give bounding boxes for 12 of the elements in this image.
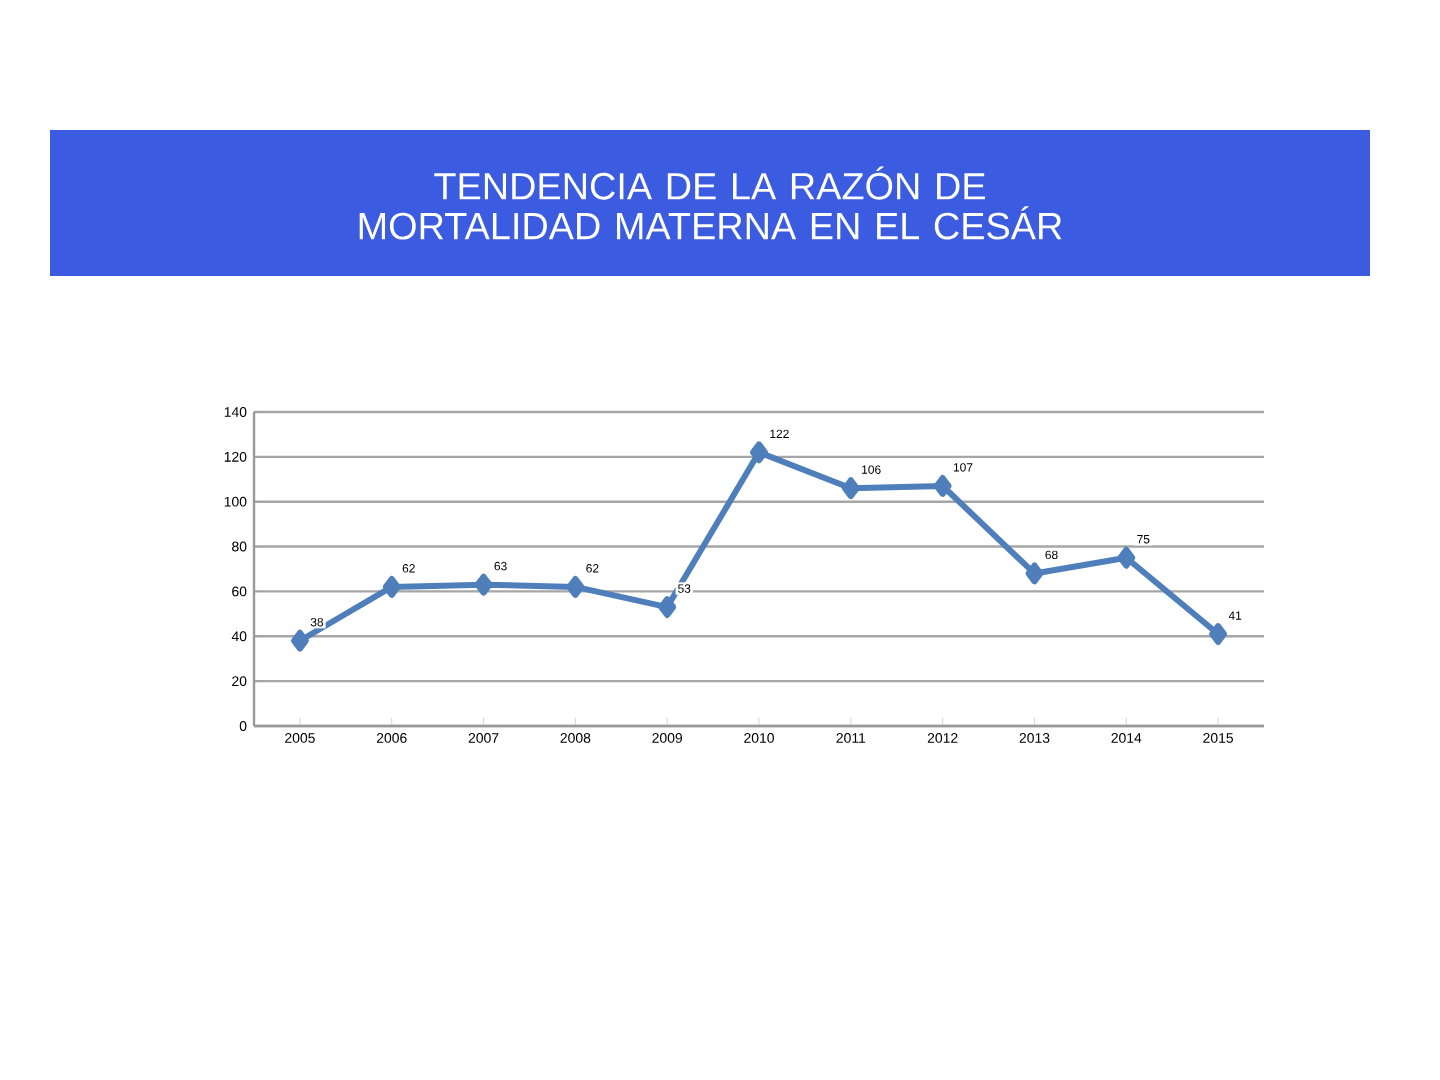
chart-title: TENDENCIA DE LA RAZÓN DE MORTALIDAD MATERNA EN EL CESÁR: [359, 166, 1062, 240]
point: [1117, 546, 1136, 569]
point: [933, 475, 952, 497]
point: [566, 575, 585, 598]
point: [382, 575, 401, 598]
point: [658, 596, 677, 619]
point: [841, 477, 860, 500]
point: [474, 573, 493, 596]
point: [290, 629, 309, 652]
point: [1025, 562, 1044, 585]
point: [750, 441, 768, 464]
point: [1209, 623, 1228, 645]
